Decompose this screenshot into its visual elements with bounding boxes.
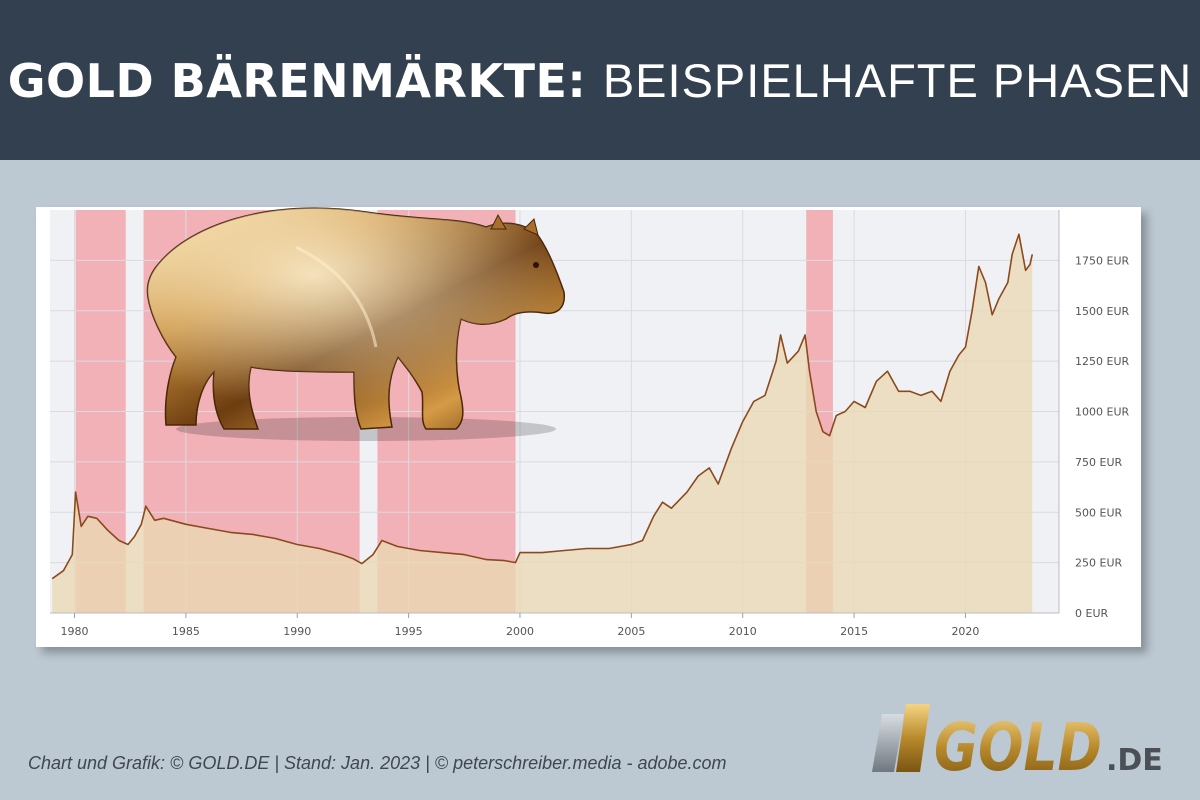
y-tick-label: 250 EUR [1075,557,1122,570]
gold-de-logo: GOLD .DE [872,704,1163,780]
gold-price-chart: 1980 1985 1990 1995 2000 2005 2010 2015 2020 0 EU… [50,207,1129,638]
axes: 1980 1985 1990 1995 2000 2005 2010 2015 2020 0 EU… [50,210,1129,638]
x-tick-label: 2000 [506,625,534,638]
x-tick-label: 1980 [61,625,89,638]
y-tick-label: 500 EUR [1075,506,1122,519]
title-light: BEISPIELHAFTE PHASEN [602,53,1193,107]
footer-credit: Chart und Grafik: © GOLD.DE | Stand: Jan… [28,753,727,773]
x-tick-label: 2010 [729,625,757,638]
bear-figure [146,207,566,441]
y-tick-label: 0 EUR [1075,607,1108,620]
logo-text-main: GOLD [934,709,1102,780]
x-tick-label: 1985 [172,625,200,638]
y-tick-label: 1000 EUR [1075,406,1129,419]
y-tick-label: 750 EUR [1075,456,1122,469]
y-tick-label: 1500 EUR [1075,305,1129,318]
series [51,233,1034,613]
y-tick-label: 1250 EUR [1075,355,1129,368]
y-tick-label: 1750 EUR [1075,254,1129,267]
chart-card: 1980 1985 1990 1995 2000 2005 2010 2015 2020 0 EU… [36,207,1141,647]
series-area [52,234,1033,613]
x-tick-label: 1990 [283,625,311,638]
title-bold: GOLD BÄRENMÄRKTE: [7,53,587,108]
logo-stripe-gold [896,704,930,772]
series-line [51,233,1034,580]
logo-stripe-grey [872,714,904,772]
x-tick-label: 2015 [840,625,868,638]
x-tick-label: 1995 [395,625,423,638]
logo-text-suffix: .DE [1106,743,1163,778]
x-tick-label: 2020 [951,625,979,638]
page-title: GOLD BÄRENMÄRKTE: BEISPIELHAFTE PHASEN [8,53,1192,108]
x-tick-label: 2005 [617,625,645,638]
header-banner: GOLD BÄRENMÄRKTE: BEISPIELHAFTE PHASEN [0,0,1200,160]
